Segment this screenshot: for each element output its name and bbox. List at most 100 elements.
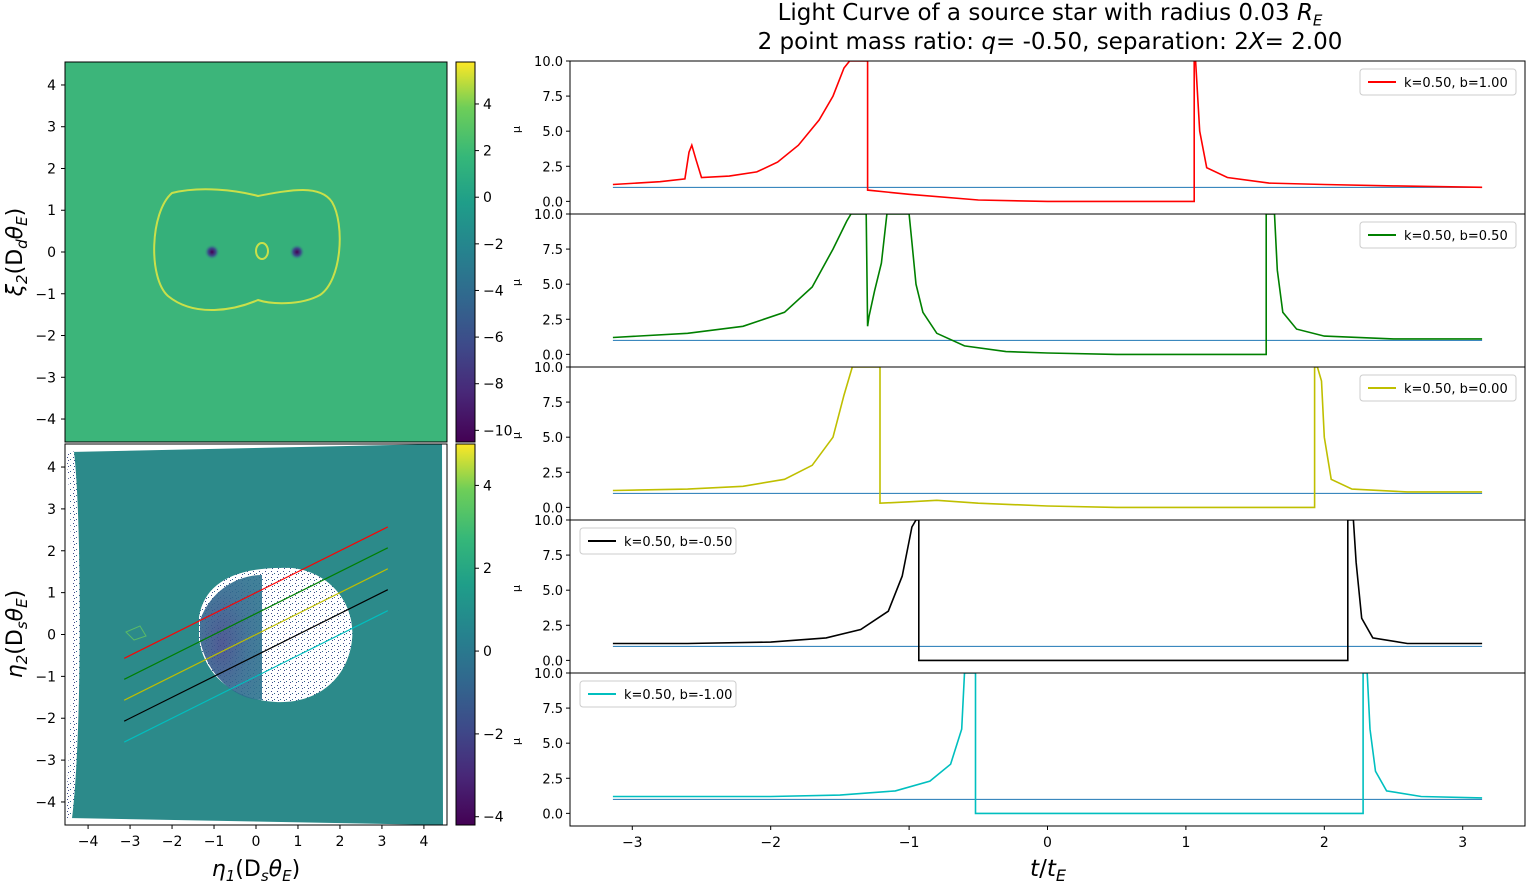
xtick-label: −1: [899, 835, 920, 851]
ytick-label: 5.0: [542, 584, 563, 599]
ytick-label: 7.5: [542, 549, 563, 564]
ylabel-bot-rest: (D: [3, 629, 28, 655]
ytick-label: 7.5: [542, 702, 563, 717]
xlabel-right-main2: t: [1047, 856, 1057, 882]
xlabel-bot-sub2: s: [261, 867, 269, 883]
ylabel-top-rest: (D: [3, 249, 28, 275]
xtick-label: 1: [1181, 835, 1190, 851]
legend-box: [1359, 374, 1517, 402]
top-map-ylabel: ξ2(DdθE): [3, 208, 31, 297]
right-xlabel: t/tE: [1030, 856, 1067, 883]
top-ytick-label: −4: [35, 412, 56, 428]
bot-ytick-label: −2: [35, 711, 56, 727]
ytick-label: 0.0: [542, 807, 563, 822]
legend: k=0.50, b=1.00: [1359, 68, 1517, 96]
svg-text:η2(DsθE): η2(DsθE): [3, 590, 31, 678]
title-text: Light Curve of a source star with radius…: [777, 0, 1290, 26]
legend: k=0.50, b=0.50: [1359, 221, 1517, 249]
ylabel-mu: μ: [510, 432, 523, 439]
colorbar-tick-label: 2: [483, 561, 492, 577]
colorbar-tick-label: −4: [483, 283, 504, 299]
colorbar-tick-label: −2: [483, 727, 504, 743]
legend-label: k=0.50, b=-1.00: [624, 688, 732, 703]
title-sep-label: , separation: 2: [1082, 29, 1249, 55]
ytick-label: 2.5: [542, 619, 563, 634]
light-curve-line: [612, 520, 1483, 662]
ylabel-top-sub2: d: [13, 239, 31, 249]
title-symbol-r-sub: E: [1312, 11, 1323, 30]
top-ytick-label: −3: [35, 370, 56, 386]
bot-ytick-label: 2: [47, 544, 56, 560]
title-symbol-r: R: [1296, 0, 1313, 26]
light-curve-panel: 10.0 7.5 5.0 2.5 0.0 μ k=0.50, b=0.00: [510, 361, 1526, 521]
xtick-label: 2: [1320, 835, 1329, 851]
bot-xtick-label: 1: [294, 834, 303, 850]
top-ytick-label: 3: [47, 120, 56, 136]
xtick-label: 3: [1458, 835, 1467, 851]
ylabel-bot-sub: 2: [13, 655, 31, 665]
bot-ytick-label: −4: [35, 795, 56, 811]
colorbar-tick-label: −4: [483, 810, 504, 826]
ytick-label: 2.5: [542, 466, 563, 481]
svg-text:ξ2(DdθE): ξ2(DdθE): [3, 208, 31, 297]
right-xticks: −3 −2 −1 0 1 2 3: [622, 826, 1467, 851]
legend: k=0.50, b=-1.00: [579, 680, 737, 708]
bottom-map-ylabel: η2(DsθE): [3, 590, 31, 678]
ylabel-mu: μ: [510, 279, 523, 286]
light-curve-line: [612, 367, 1483, 509]
ylabel-top-sub: 2: [13, 274, 31, 284]
ytick-label: 2.5: [542, 160, 563, 175]
legend-label: k=0.50, b=0.00: [1404, 382, 1508, 397]
svg-text:η1(DsθE): η1(DsθE): [212, 857, 300, 883]
title-prefix: 2 point mass ratio:: [757, 29, 982, 55]
bot-ytick-label: −1: [35, 669, 56, 685]
bot-xtick-label: 3: [377, 834, 386, 850]
title-q-symbol: q: [981, 29, 996, 55]
ylabel-mu: μ: [510, 585, 523, 592]
top-ytick-label: 1: [47, 203, 56, 219]
ytick-label: 7.5: [542, 396, 563, 411]
colorbar-bottom: 4 2 0 −2 −4: [455, 443, 504, 826]
xtick-label: −3: [622, 835, 643, 851]
source-track-lines: [123, 526, 389, 743]
xlabel-bot-symbol: η: [212, 857, 226, 882]
ylabel-top-tail: θ: [3, 225, 28, 239]
bot-xtick-label: 4: [419, 834, 428, 850]
legend-label: k=0.50, b=1.00: [1404, 76, 1508, 91]
xlabel-bot-tail: θ: [269, 857, 283, 882]
bot-xtick-label: −1: [204, 834, 225, 850]
light-curve-line: [612, 214, 1483, 356]
legend-label: k=0.50, b=0.50: [1404, 229, 1508, 244]
bot-ytick-label: 0: [47, 628, 56, 644]
source-track-line: [123, 589, 389, 722]
xlabel-bot-rest: (D: [235, 857, 261, 882]
ylabel-bot-symbol: η: [3, 664, 28, 678]
source-track-line: [123, 610, 389, 743]
colorbar-tick-label: 0: [483, 644, 492, 660]
bot-xtick-label: 2: [335, 834, 344, 850]
ylabel-mu: μ: [510, 738, 523, 745]
light-curve-line: [612, 673, 1483, 815]
lens-mass-1: [204, 244, 220, 260]
xlabel-right-sub: E: [1056, 866, 1067, 883]
title-line-1: Light Curve of a source star with radius…: [570, 0, 1528, 30]
lens-plane-map: [64, 61, 448, 443]
ylabel-bot-tail: θ: [3, 607, 28, 621]
colorbar-top: 4 2 0 −2 −4 −6 −8 −10: [455, 61, 513, 443]
svg-text:t/tE: t/tE: [1030, 856, 1067, 883]
source-track-line: [123, 568, 389, 701]
colorbar-tick-label: 0: [483, 190, 492, 206]
ylabel-top-sub3: E: [13, 216, 31, 226]
ytick-label: 0.0: [542, 654, 563, 669]
ylabel-bot-sub3: E: [13, 598, 31, 608]
ytick-label: 5.0: [542, 737, 563, 752]
ytick-label: 10.0: [534, 361, 563, 376]
xlabel-right-main: t: [1030, 856, 1040, 882]
source-track-line: [123, 526, 389, 659]
ytick-label: 2.5: [542, 772, 563, 787]
colorbar-tick-label: 4: [483, 97, 492, 113]
ytick-label: 10.0: [534, 55, 563, 70]
bot-ytick-label: 3: [47, 502, 56, 518]
top-ytick-label: 0: [47, 245, 56, 261]
top-ytick-label: 4: [47, 78, 56, 94]
